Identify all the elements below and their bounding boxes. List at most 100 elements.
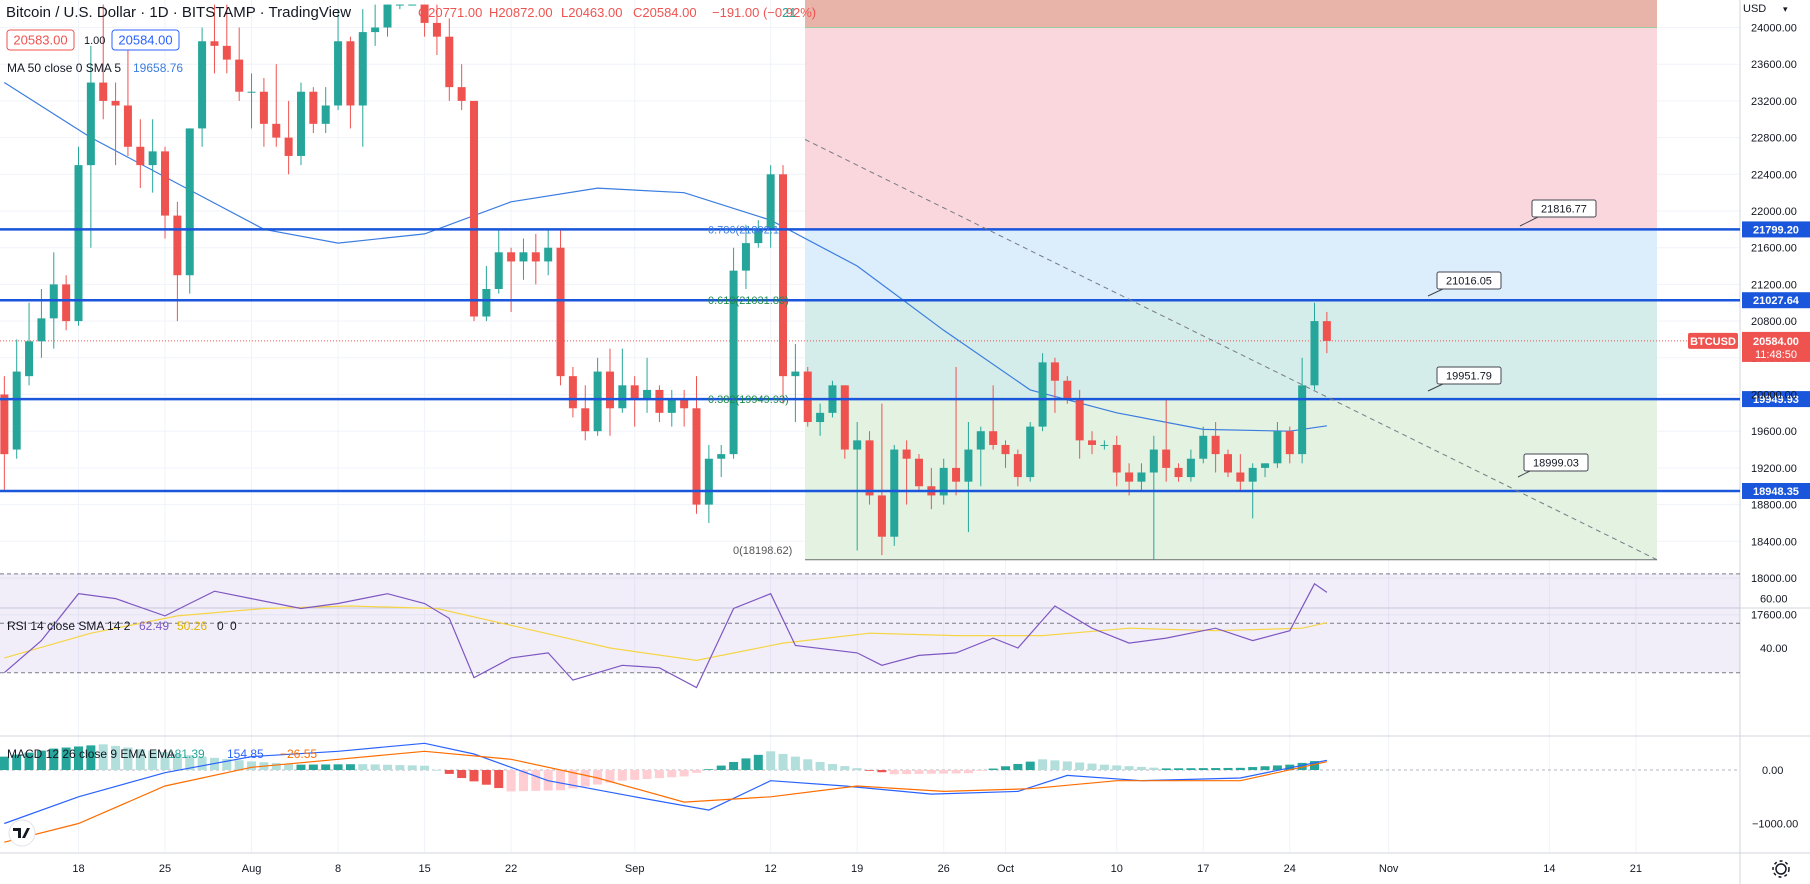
candle-body[interactable] <box>1199 435 1208 459</box>
candle-body[interactable] <box>395 4 404 6</box>
candle-body[interactable] <box>507 252 516 262</box>
callout-box[interactable] <box>1436 271 1502 290</box>
candle-body[interactable] <box>235 59 244 92</box>
callout-box[interactable] <box>1531 199 1597 218</box>
candle-body[interactable] <box>1100 444 1109 446</box>
candle-body[interactable] <box>1211 435 1220 455</box>
candle-body[interactable] <box>25 341 34 377</box>
candle-body[interactable] <box>865 440 874 496</box>
candle-body[interactable] <box>1261 463 1270 468</box>
candle-body[interactable] <box>976 431 985 450</box>
candle-body[interactable] <box>1236 472 1245 482</box>
candle-body[interactable] <box>1162 449 1171 468</box>
candle-body[interactable] <box>309 91 318 124</box>
candle-body[interactable] <box>334 41 343 106</box>
candle-body[interactable] <box>544 247 553 262</box>
candle-body[interactable] <box>1013 454 1022 478</box>
candle-body[interactable] <box>729 270 738 455</box>
candle-body[interactable] <box>1112 444 1121 473</box>
candle-body[interactable] <box>1310 321 1319 386</box>
candle-body[interactable] <box>964 449 973 482</box>
candle-body[interactable] <box>717 454 726 459</box>
candle-body[interactable] <box>704 458 713 505</box>
candle-body[interactable] <box>766 174 775 230</box>
candle-body[interactable] <box>803 371 812 423</box>
candle-body[interactable] <box>519 252 528 262</box>
candle-body[interactable] <box>1001 444 1010 455</box>
candle-body[interactable] <box>890 449 899 537</box>
buy-button[interactable] <box>111 29 180 51</box>
candle-body[interactable] <box>618 385 627 409</box>
candle-body[interactable] <box>198 41 207 129</box>
candle-body[interactable] <box>1050 362 1059 381</box>
candle-body[interactable] <box>692 408 701 505</box>
candle-body[interactable] <box>1063 380 1072 400</box>
candle-body[interactable] <box>62 284 71 322</box>
chevron-down-icon[interactable]: ▾ <box>1783 5 1788 15</box>
candle-body[interactable] <box>210 41 219 46</box>
candle-body[interactable] <box>605 371 614 409</box>
candle-body[interactable] <box>222 45 231 60</box>
candle-body[interactable] <box>877 495 886 537</box>
candle-body[interactable] <box>284 137 293 156</box>
candle-body[interactable] <box>457 87 466 101</box>
candle-body[interactable] <box>1273 431 1282 464</box>
candle-body[interactable] <box>581 408 590 432</box>
candle-body[interactable] <box>1088 440 1097 445</box>
candle-body[interactable] <box>630 385 639 400</box>
candle-body[interactable] <box>86 82 95 166</box>
callout-box[interactable] <box>1436 366 1502 385</box>
candle-body[interactable] <box>952 467 961 482</box>
candle-body[interactable] <box>1026 426 1035 478</box>
candle-body[interactable] <box>1125 472 1134 482</box>
candle-body[interactable] <box>853 440 862 450</box>
candle-body[interactable] <box>148 151 157 166</box>
candle-body[interactable] <box>185 128 194 276</box>
candle-body[interactable] <box>643 389 652 400</box>
candle-body[interactable] <box>0 394 9 455</box>
candle-body[interactable] <box>173 215 182 276</box>
candle-body[interactable] <box>1174 467 1183 478</box>
candle-body[interactable] <box>1322 321 1331 341</box>
candle-body[interactable] <box>111 100 120 106</box>
candle-body[interactable] <box>568 376 577 409</box>
candle-body[interactable] <box>272 123 281 138</box>
candle-body[interactable] <box>247 91 256 93</box>
candle-body[interactable] <box>1248 467 1257 482</box>
candle-body[interactable] <box>12 371 21 450</box>
candle-body[interactable] <box>136 146 145 166</box>
candle-body[interactable] <box>531 252 540 262</box>
sell-button[interactable] <box>6 29 75 51</box>
candle-body[interactable] <box>989 431 998 445</box>
candle-body[interactable] <box>74 165 83 322</box>
candle-body[interactable] <box>371 27 380 33</box>
candle-body[interactable] <box>1149 449 1158 473</box>
candle-body[interactable] <box>494 252 503 289</box>
candle-body[interactable] <box>420 4 429 23</box>
candle-body[interactable] <box>1038 362 1047 427</box>
candle-body[interactable] <box>791 371 800 377</box>
candle-body[interactable] <box>432 22 441 37</box>
candle-body[interactable] <box>296 91 305 156</box>
symbol-tag[interactable] <box>1688 332 1738 349</box>
candle-body[interactable] <box>779 174 788 377</box>
candle-body[interactable] <box>1137 472 1146 482</box>
candle-body[interactable] <box>383 4 392 28</box>
candle-body[interactable] <box>593 371 602 432</box>
candle-body[interactable] <box>445 36 454 88</box>
candle-body[interactable] <box>346 41 355 106</box>
candle-body[interactable] <box>1186 458 1195 478</box>
gear-icon[interactable] <box>1775 863 1787 875</box>
candle-body[interactable] <box>741 243 750 271</box>
candle-body[interactable] <box>1075 399 1084 441</box>
candle-body[interactable] <box>1223 454 1232 473</box>
candle-body[interactable] <box>161 151 170 216</box>
candle-body[interactable] <box>321 105 330 124</box>
candle-body[interactable] <box>259 91 268 124</box>
candle-body[interactable] <box>754 229 763 244</box>
candle-body[interactable] <box>408 4 417 6</box>
candle-body[interactable] <box>1298 385 1307 455</box>
candle-body[interactable] <box>914 458 923 487</box>
candle-body[interactable] <box>840 385 849 450</box>
